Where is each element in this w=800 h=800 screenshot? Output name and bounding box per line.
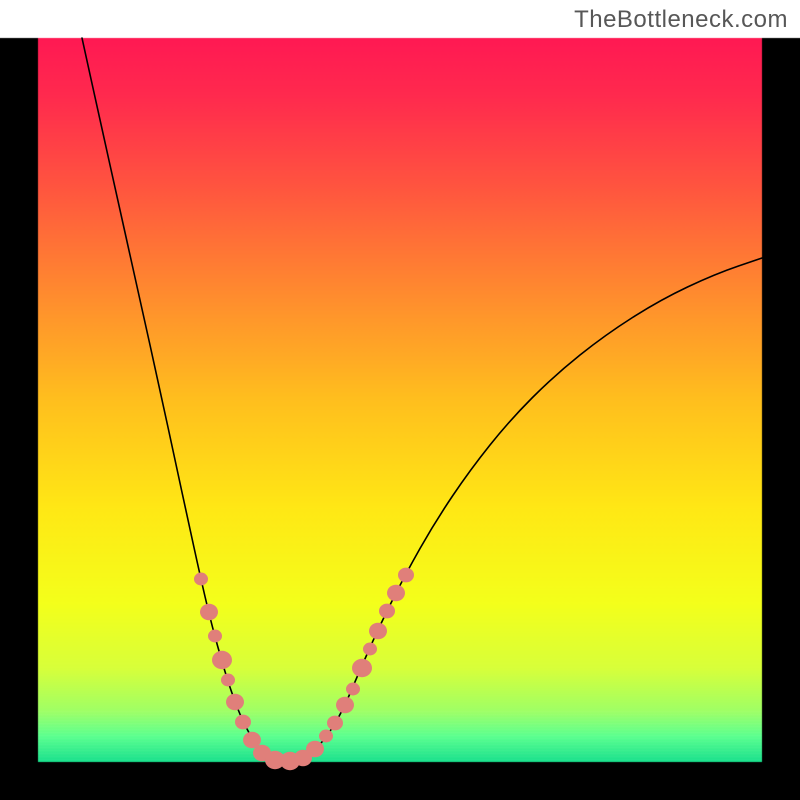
bead-marker bbox=[336, 697, 354, 714]
bead-marker bbox=[212, 651, 232, 669]
bead-marker bbox=[352, 659, 372, 677]
bead-marker bbox=[398, 568, 414, 583]
bead-group bbox=[194, 568, 414, 771]
bead-marker bbox=[369, 623, 387, 640]
bead-marker bbox=[221, 674, 235, 687]
chart-svg bbox=[0, 0, 800, 800]
watermark-text: TheBottleneck.com bbox=[574, 6, 788, 34]
bead-marker bbox=[346, 683, 360, 696]
bead-marker bbox=[306, 741, 324, 758]
bead-marker bbox=[226, 694, 244, 711]
bead-marker bbox=[379, 604, 395, 619]
bead-marker bbox=[327, 716, 343, 731]
chart-container: TheBottleneck.com bbox=[0, 0, 800, 800]
bead-marker bbox=[194, 573, 208, 586]
bead-marker bbox=[200, 604, 218, 621]
bead-marker bbox=[363, 643, 377, 656]
bead-marker bbox=[387, 585, 405, 602]
bead-marker bbox=[319, 730, 333, 743]
bead-marker bbox=[208, 630, 222, 643]
bottleneck-curve bbox=[82, 38, 762, 761]
bead-marker bbox=[235, 715, 251, 730]
